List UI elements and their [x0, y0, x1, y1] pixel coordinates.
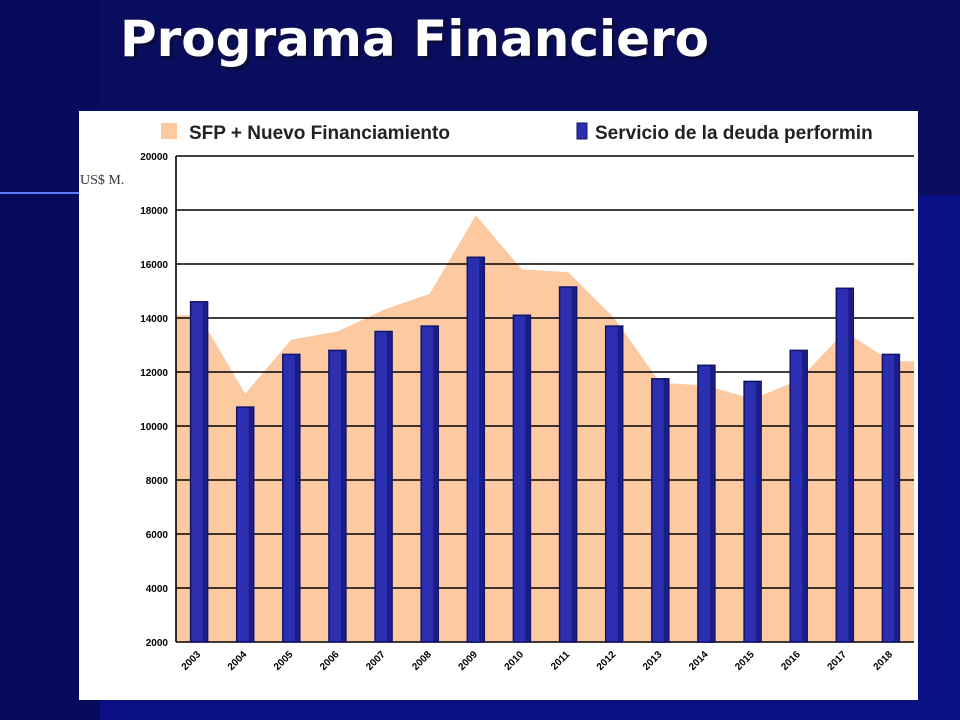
x-tick-label: 2011: [549, 649, 572, 672]
area-series-sfp: [176, 215, 914, 642]
y-tick-label: 2000: [146, 638, 169, 649]
bar-shade-2006: [340, 350, 345, 642]
bar-shade-2008: [433, 326, 438, 642]
y-tick-label: 20000: [140, 152, 168, 163]
x-axis-ticks: 2003 2004 2005 2006 2007 2008 2009 2010 2011 2012…: [180, 649, 896, 673]
y-unit-label: US$ M.: [80, 173, 124, 188]
chart-svg: SFP + Nuevo Financiamiento Servicio de l…: [80, 122, 914, 673]
legend-label-area: SFP + Nuevo Financiamiento: [189, 123, 450, 144]
slide-title: Programa Financiero: [120, 10, 710, 68]
bar-shade-2005: [294, 354, 299, 642]
x-tick-label: 2004: [226, 649, 250, 673]
bar-shade-2009: [479, 257, 484, 643]
bar-shade-2018: [894, 354, 899, 642]
x-tick-label: 2012: [595, 649, 619, 673]
x-tick-label: 2003: [180, 649, 204, 673]
bar-shade-2016: [802, 350, 807, 642]
bar-shade-2014: [709, 365, 714, 643]
bar-layer: [189, 256, 901, 643]
y-axis-ticks: 2000 4000 6000 8000 10000 12000 14000 16000 1800…: [140, 152, 168, 649]
y-tick-label: 14000: [140, 314, 168, 325]
legend: SFP + Nuevo Financiamiento Servicio de l…: [161, 122, 873, 144]
legend-swatch-area: [161, 123, 177, 139]
x-tick-label: 2018: [872, 649, 896, 673]
bar-shade-2011: [571, 287, 576, 642]
bar-shade-2003: [202, 301, 207, 642]
chart-panel: SFP + Nuevo Financiamiento Servicio de l…: [79, 111, 918, 700]
x-tick-label: 2009: [456, 649, 480, 673]
area-layer: [176, 215, 914, 642]
x-tick-label: 2006: [318, 649, 342, 673]
legend-label-bar: Servicio de la deuda performin: [595, 123, 873, 144]
y-tick-label: 10000: [140, 422, 168, 433]
y-tick-label: 12000: [140, 368, 168, 379]
x-tick-label: 2007: [364, 649, 388, 673]
bar-shade-2007: [387, 331, 392, 642]
legend-swatch-bar: [576, 122, 588, 140]
y-tick-label: 4000: [146, 584, 169, 595]
x-tick-label: 2010: [503, 649, 527, 673]
bar-shade-2015: [756, 381, 761, 642]
y-tick-label: 8000: [146, 476, 169, 487]
bar-shade-2012: [617, 326, 622, 642]
bar-shade-2013: [663, 378, 668, 643]
x-tick-label: 2005: [272, 649, 296, 673]
x-tick-label: 2014: [687, 649, 711, 673]
bar-shade-2017: [848, 288, 853, 642]
x-tick-label: 2013: [641, 649, 665, 673]
y-tick-label: 16000: [140, 260, 168, 271]
x-tick-label: 2008: [410, 649, 434, 673]
x-tick-label: 2016: [779, 649, 803, 673]
x-tick-label: 2017: [825, 649, 849, 673]
x-tick-label: 2015: [733, 649, 757, 673]
bar-shade-2004: [248, 407, 253, 642]
bar-shade-2010: [525, 315, 530, 642]
y-tick-label: 6000: [146, 530, 169, 541]
y-tick-label: 18000: [140, 206, 168, 217]
